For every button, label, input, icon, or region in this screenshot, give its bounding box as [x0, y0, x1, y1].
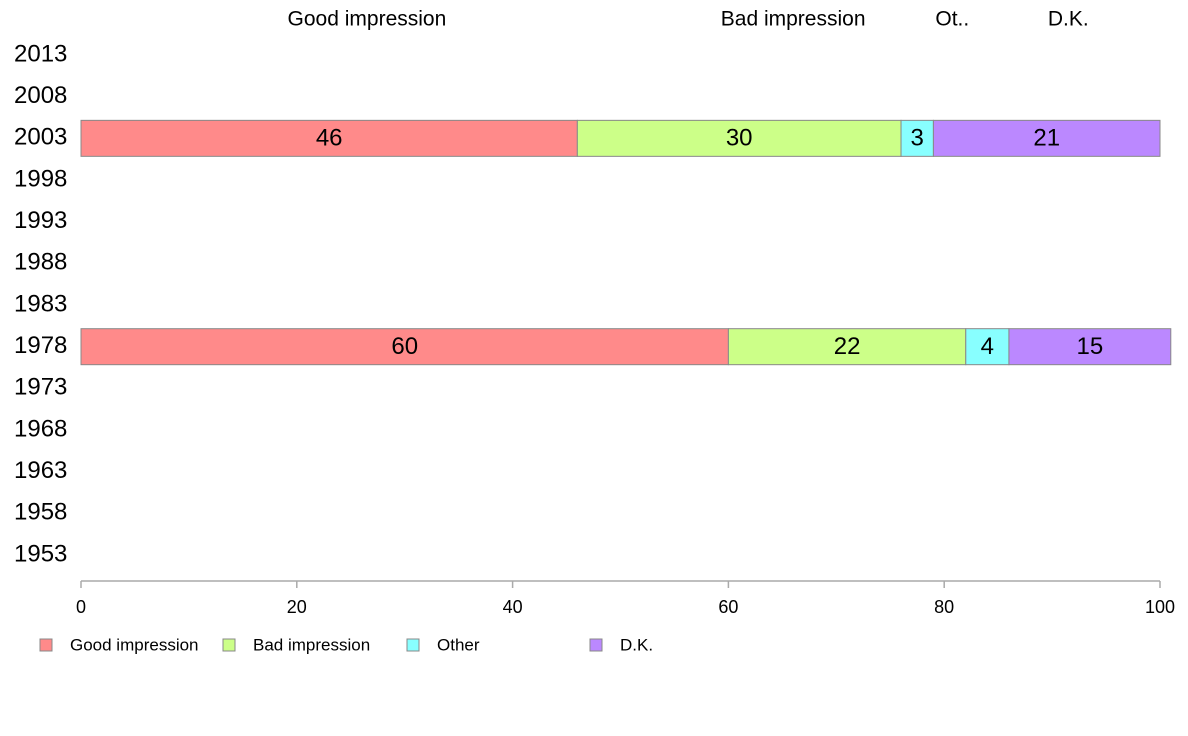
category-label-1993: 1993	[14, 207, 67, 234]
category-label-2013: 2013	[14, 40, 67, 67]
legend-swatch-bad-impression	[222, 638, 236, 652]
category-axis-labels: 2013 2008 2003 1998 1993 1988 1983 1978 1973 1968…	[14, 40, 67, 567]
category-label-1953: 1953	[14, 540, 67, 567]
bar-value-labels: 46 30 3 21 60 22 4 15	[316, 125, 1103, 360]
x-axis: 0 20 40 60 80 100	[76, 580, 1175, 617]
x-tick-label-20: 20	[287, 597, 307, 617]
category-label-1978: 1978	[14, 332, 67, 359]
x-tick-label-0: 0	[76, 597, 86, 617]
bar-1978-d-k-	[1008, 328, 1172, 366]
column-header-bad-impression: Bad impression	[721, 8, 866, 31]
category-label-1958: 1958	[14, 499, 67, 526]
column-header-d-k-: D.K.	[1048, 8, 1089, 31]
legend-swatch-good-impression	[39, 638, 53, 652]
category-label-1998: 1998	[14, 165, 67, 192]
column-header-other: Ot..	[935, 8, 969, 31]
x-tick-label-60: 60	[718, 597, 738, 617]
x-tick-label-40: 40	[503, 597, 523, 617]
legend: Good impression Bad impression Other D.K.	[39, 635, 653, 654]
value-label-1978-bad-impression: 22	[834, 333, 861, 360]
value-label-1978-d-k-: 15	[1077, 333, 1104, 360]
x-tick-label-80: 80	[934, 597, 954, 617]
bar-2003-d-k-	[932, 119, 1161, 157]
bar-segments	[80, 119, 1172, 366]
x-tick-label-100: 100	[1145, 597, 1175, 617]
column-header-labels: Good impression Bad impression Ot.. D.K.	[288, 8, 1089, 31]
category-label-1968: 1968	[14, 415, 67, 442]
value-label-1978-other: 4	[981, 333, 994, 360]
value-label-2003-other: 3	[911, 125, 924, 152]
legend-swatch-d-k-	[589, 638, 603, 652]
value-label-2003-good-impression: 46	[316, 125, 343, 152]
legend-label-d-k-: D.K.	[620, 635, 653, 654]
legend-label-good-impression: Good impression	[70, 635, 199, 654]
category-label-2008: 2008	[14, 82, 67, 109]
bar-1978-bad-impression	[727, 328, 967, 366]
bar-1978-other	[965, 328, 1010, 366]
category-label-1973: 1973	[14, 374, 67, 401]
bar-2003-other	[900, 119, 934, 157]
legend-label-other: Other	[437, 635, 480, 654]
bar-2003-bad-impression	[576, 119, 902, 157]
column-header-good-impression: Good impression	[288, 8, 447, 31]
value-label-1978-good-impression: 60	[391, 333, 418, 360]
bar-2003-good-impression	[80, 119, 578, 157]
legend-label-bad-impression: Bad impression	[253, 635, 370, 654]
bar-1978-good-impression	[80, 328, 729, 366]
value-label-2003-d-k-: 21	[1033, 125, 1060, 152]
category-label-1983: 1983	[14, 290, 67, 317]
value-label-2003-bad-impression: 30	[726, 125, 753, 152]
category-label-1988: 1988	[14, 249, 67, 276]
category-label-1963: 1963	[14, 457, 67, 484]
legend-swatch-other	[406, 638, 420, 652]
category-label-2003: 2003	[14, 124, 67, 151]
